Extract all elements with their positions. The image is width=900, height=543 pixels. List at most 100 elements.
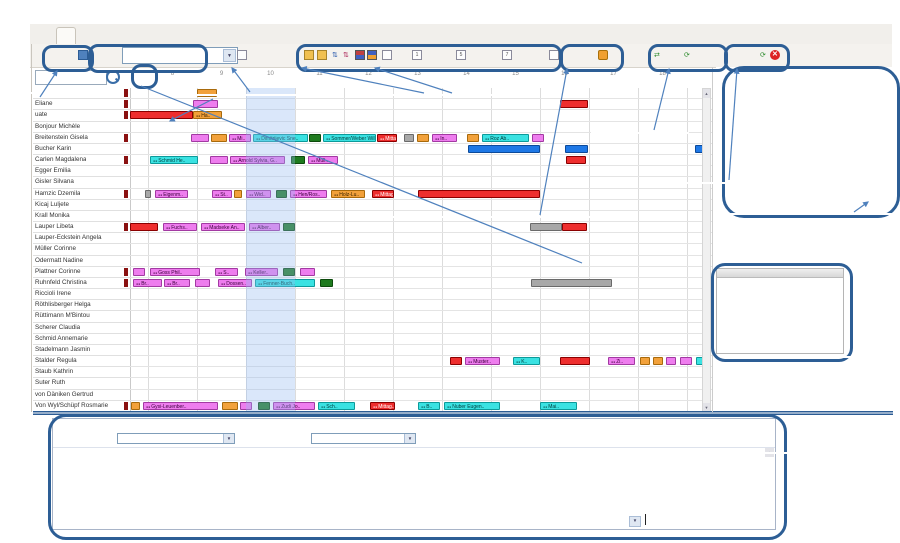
gantt-block[interactable] [133,267,145,276]
planung-aktualisieren-button[interactable]: ⟳ [682,47,694,63]
employee-row[interactable]: Scherer Claudia [33,323,130,334]
gantt-block[interactable]: Br.. [133,278,162,287]
gantt-block[interactable] [222,401,238,410]
gantt-block[interactable]: Gysi-Leuenber.. [143,401,218,410]
employee-row[interactable]: Bonjour Michèle [33,122,130,133]
gantt-block[interactable]: In.. [432,133,457,142]
gantt-block[interactable]: Keller.. [245,267,278,276]
gantt-block[interactable]: Zi.. [608,357,635,366]
gantt-block[interactable] [240,401,252,410]
scroll-up-icon[interactable]: ▲ [703,89,710,98]
chevron-down-icon[interactable]: ▼ [404,434,415,443]
gantt-block[interactable] [195,278,210,287]
employee-row[interactable]: Bucher Karin [33,144,130,156]
gantt-block[interactable] [258,401,270,410]
sort-ascending-icon[interactable]: ⇅ [332,52,338,59]
employee-row[interactable]: Suter Ruth [33,378,130,390]
gantt-block[interactable] [560,100,588,109]
gantt-block[interactable]: Fuchs.. [163,223,197,232]
gantt-block[interactable] [530,223,562,232]
gantt-block[interactable] [532,133,544,142]
gantt-block[interactable]: Madseke An.. [201,223,245,232]
chevron-down-icon[interactable]: ▼ [223,49,236,62]
employee-row[interactable]: Lauper-Eckstein Angela [33,233,130,245]
paste-icon[interactable] [235,47,249,63]
gantt-block[interactable] [193,100,218,109]
employee-row[interactable]: uate [33,110,130,122]
gantt-block[interactable] [531,278,612,287]
gantt-block[interactable]: B.. [418,401,440,410]
gantt-block[interactable] [283,267,295,276]
employee-row[interactable]: Egger Emilia [33,166,130,178]
personal-button[interactable] [76,47,92,63]
employee-row[interactable]: Lauper Libeta [33,222,130,234]
gantt-block[interactable] [191,133,209,142]
employee-row[interactable]: von Däniken Gertrud [33,390,130,401]
gantt-block[interactable]: Müll.. [308,156,338,165]
mode-select[interactable]: ▼ [122,47,238,64]
gantt-block[interactable]: Hen/Ros.. [290,189,327,198]
anzeigen-als-select[interactable]: ▼ [117,433,235,444]
wochenansicht-button[interactable]: 7 [500,47,516,63]
gantt-block[interactable]: K.. [513,357,540,366]
employee-row[interactable]: Kicaj Luljete [33,200,130,211]
gantt-block[interactable] [309,133,321,142]
notiz-combo-dropdown-icon[interactable]: ▼ [629,516,641,527]
gantt-block[interactable]: Zudi Jo.. [273,401,315,410]
smart-aufbereiten-button[interactable] [250,47,254,63]
gantt-block[interactable] [300,267,315,276]
employee-row[interactable]: Stadelmann Jasmin [33,345,130,357]
gantt-block[interactable] [131,401,140,410]
gantt-block[interactable] [566,156,586,165]
employee-row[interactable]: Breitenstein Gisela [33,133,130,144]
chevron-down-icon[interactable]: ▼ [223,434,234,443]
gantt-block[interactable] [468,144,540,153]
employee-row[interactable]: Schmid Annemarie [33,334,130,345]
employee-row[interactable]: Staub Kathrin [33,367,130,379]
stop-icon[interactable]: ✕ [769,50,780,60]
gantt-block[interactable]: Dossen.. [218,278,252,287]
gantt-block[interactable] [666,357,676,366]
gantt-block[interactable] [560,357,590,366]
tagesansicht-button[interactable]: 1 [410,47,426,63]
gantt-block[interactable] [234,189,242,198]
gantt-block[interactable] [145,189,151,198]
gantt-block[interactable]: Nuber Eugen.. [444,401,500,410]
gantt-block[interactable]: Br.. [164,278,190,287]
gantt-block[interactable] [467,133,479,142]
gantt-block[interactable] [417,133,429,142]
gantt-block[interactable] [450,357,462,366]
gantt-block[interactable] [653,357,663,366]
alles-aktualisieren-button[interactable]: ⟳ ✕ [758,47,782,63]
gantt-block[interactable]: Mai.. [540,401,577,410]
gantt-block[interactable]: Eigenm.. [155,189,188,198]
gantt-block[interactable] [211,133,227,142]
gantt-block[interactable] [418,189,540,198]
gantt-block[interactable]: Sch.. [318,401,355,410]
gantt-block[interactable]: Mittag.. [372,189,394,198]
employee-row[interactable]: Stalder Regula [33,356,130,368]
gantt-block[interactable]: Sommer/Weber Willy.. [323,133,376,142]
employee-row[interactable] [33,88,130,100]
employee-row[interactable]: Gisler Silvana [33,177,130,189]
employee-row[interactable]: Eliane [33,99,130,111]
gantt-block[interactable]: S.. [215,267,238,276]
gantt-block[interactable] [562,223,587,232]
employee-row[interactable]: Müller Corinne [33,244,130,256]
employee-row[interactable]: Odermatt Nadine [33,256,130,267]
arbeitswoche-button[interactable]: 5 [454,47,470,63]
gantt-block[interactable] [320,278,333,287]
gantt-block[interactable]: Holz-Lu.. [331,189,365,198]
tab-einsatzplanung[interactable] [56,27,76,45]
gantt-block[interactable] [565,144,588,153]
client-view-icon[interactable] [353,47,367,63]
employee-row[interactable]: Hamzic Dzemila [33,189,130,200]
gantt-block[interactable] [680,357,692,366]
gantt-block[interactable]: St.. [212,189,232,198]
geplant-bis-button[interactable] [596,47,612,63]
employee-row[interactable]: Röthlisberger Helga [33,300,130,312]
gantt-block[interactable] [640,357,650,366]
gantt-block[interactable]: Roz Ab.. [482,133,529,142]
gantt-block[interactable]: Goss Phil.. [150,267,200,276]
folder-save-icon[interactable] [315,47,329,63]
